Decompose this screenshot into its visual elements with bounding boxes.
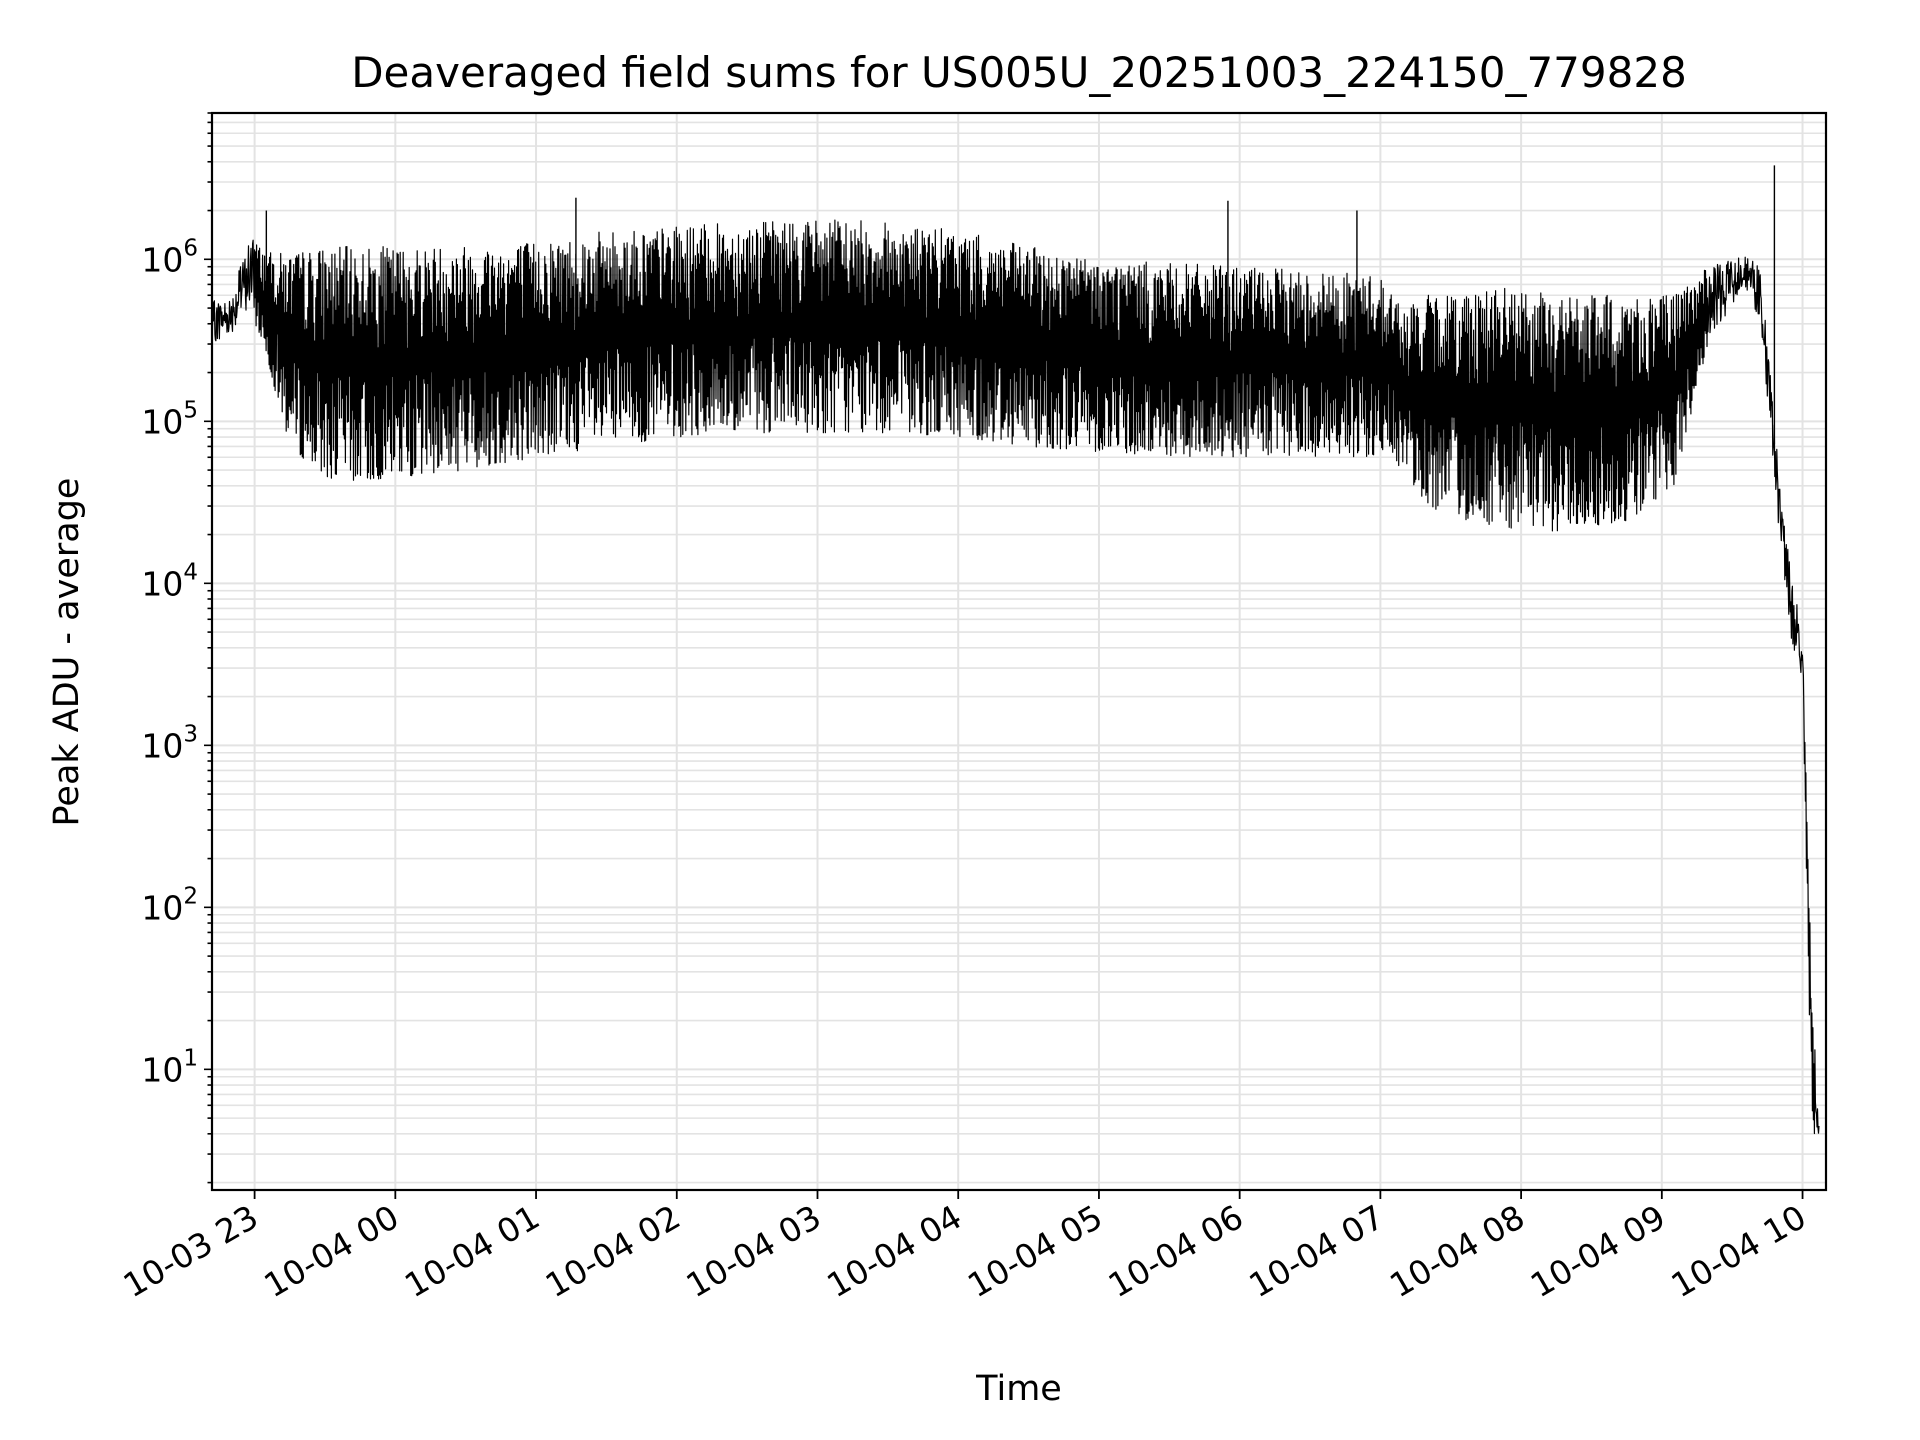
plot-frame: [210, 111, 1828, 1192]
y-tick-exponent: 5: [183, 397, 198, 423]
chart-title: Deaveraged field sums for US005U_2025100…: [351, 48, 1687, 97]
y-tick-label: 103: [141, 721, 198, 765]
y-tick-label: 106: [141, 235, 198, 279]
x-tick-label: 10-04 03: [679, 1197, 827, 1305]
x-tick-label: 10-04 06: [1102, 1197, 1250, 1305]
y-tick-base: 10: [141, 240, 183, 279]
x-tick-label: 10-04 04: [820, 1197, 968, 1305]
y-tick-exponent: 6: [183, 235, 198, 261]
y-tick-exponent: 4: [183, 559, 198, 585]
y-tick-base: 10: [141, 402, 183, 441]
x-tick-label: 10-04 08: [1383, 1197, 1531, 1305]
y-tick-exponent: 2: [183, 883, 198, 909]
y-tick-exponent: 1: [183, 1045, 198, 1071]
x-tick-label: 10-04 00: [257, 1197, 405, 1305]
y-tick-base: 10: [141, 726, 183, 765]
x-axis-title: Time: [975, 1369, 1062, 1409]
y-axis-title: Peak ADU - average: [47, 478, 87, 827]
y-tick-label: 105: [141, 397, 198, 441]
x-tick-label: 10-04 09: [1524, 1197, 1672, 1305]
x-tick-label: 10-04 10: [1665, 1197, 1813, 1305]
y-tick-base: 10: [141, 564, 183, 603]
x-tick-label: 10-04 05: [961, 1197, 1109, 1305]
y-tick-label: 101: [141, 1045, 198, 1089]
y-tick-label: 104: [141, 559, 198, 603]
y-tick-base: 10: [141, 888, 183, 927]
y-tick-base: 10: [141, 1050, 183, 1089]
y-tick-label: 102: [141, 883, 198, 927]
data-layer: [211, 165, 1820, 1135]
x-tick-label: 10-04 01: [398, 1197, 546, 1305]
x-tick-label: 10-03 23: [117, 1197, 265, 1305]
series-line: [211, 219, 1820, 1135]
x-tick-label: 10-04 07: [1242, 1197, 1390, 1305]
y-tick-exponent: 3: [183, 721, 198, 747]
x-tick-label: 10-04 02: [539, 1197, 687, 1305]
